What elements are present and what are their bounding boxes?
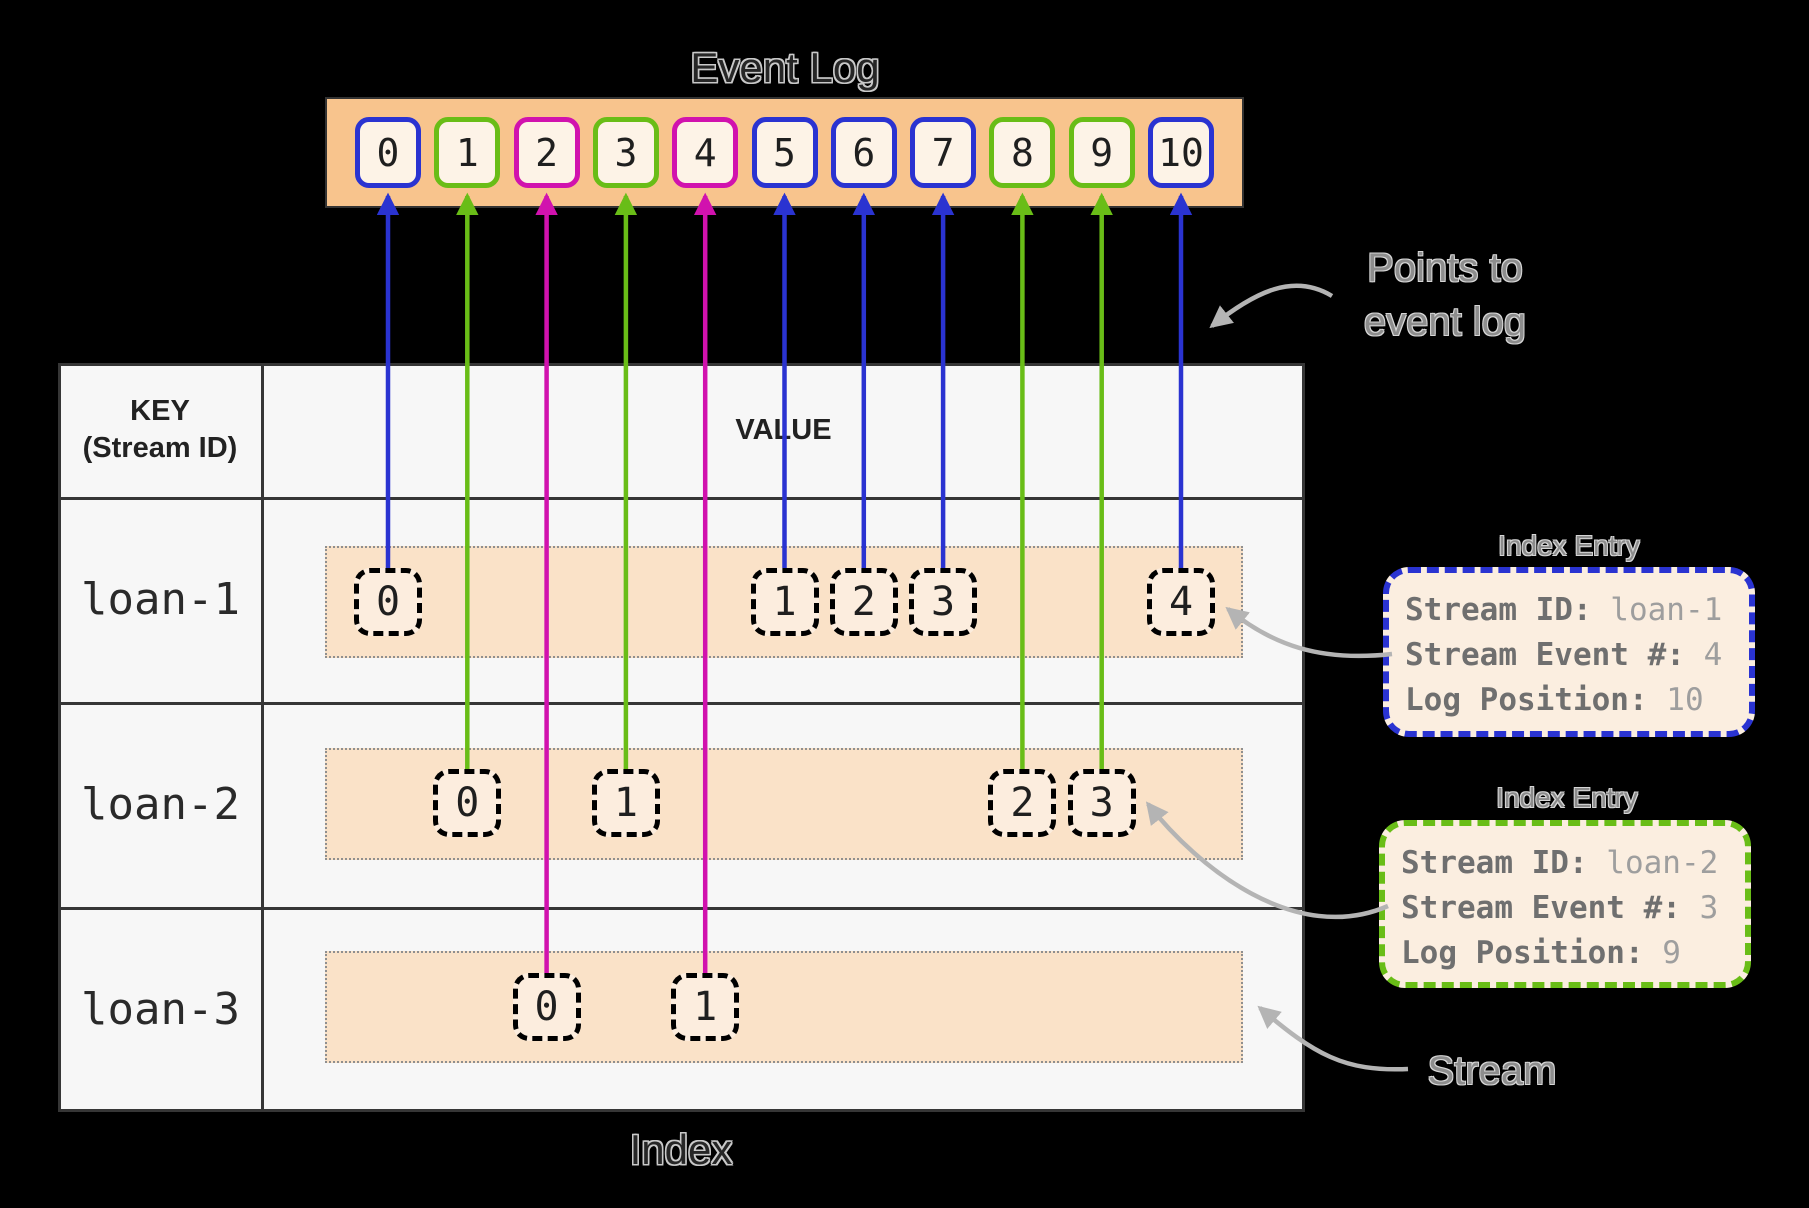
event-log-slot-10: 10 xyxy=(1148,117,1214,188)
index-entry-loan-1-1: 1 xyxy=(750,568,819,636)
event-log-slot-5: 5 xyxy=(751,117,818,188)
row-key-loan-3: loan-3 xyxy=(81,984,240,1035)
callout-field-value: 4 xyxy=(1684,637,1723,673)
event-log-slot-8: 8 xyxy=(989,117,1056,188)
table-row-divider-1 xyxy=(58,497,1305,500)
index-entry-loan-1-3: 3 xyxy=(909,568,978,636)
table-row-divider-2 xyxy=(58,702,1305,705)
stream-strip-loan-3 xyxy=(325,951,1243,1063)
event-log-slot-3: 3 xyxy=(592,117,659,188)
callout-field: Stream ID: loan-1 xyxy=(1405,588,1749,633)
points-to-line2: event log xyxy=(1363,300,1527,344)
index-entry-title-loan-2: Index Entry xyxy=(1496,782,1638,813)
event-log-slot-1: 1 xyxy=(434,117,501,188)
index-entry-loan-3-1: 1 xyxy=(671,973,740,1041)
key-column-header: KEY (Stream ID) xyxy=(58,363,262,497)
event-log-slot-2: 2 xyxy=(513,117,580,188)
row-key-loan-1: loan-1 xyxy=(81,574,240,625)
callout-field: Stream Event #: 4 xyxy=(1405,633,1749,678)
key-header-line1: KEY xyxy=(130,395,190,427)
event-log-slot-4: 4 xyxy=(672,117,739,188)
index-entry-loan-1-4: 4 xyxy=(1147,568,1215,636)
row-key-loan-2: loan-2 xyxy=(81,779,240,830)
index-entry-title-loan-1: Index Entry xyxy=(1498,530,1640,561)
callout-field-label: Stream ID: xyxy=(1401,845,1588,881)
callout-field-label: Stream Event #: xyxy=(1405,637,1685,673)
event-log-slot-9: 9 xyxy=(1068,117,1135,188)
value-column-header: VALUE xyxy=(735,413,832,446)
callout-field: Stream ID: loan-2 xyxy=(1401,841,1745,886)
event-log-slot-0: 0 xyxy=(355,117,421,188)
callout-field: Log Position: 9 xyxy=(1401,931,1745,976)
event-log-title: Event Log xyxy=(690,44,880,91)
callout-field-value: loan-2 xyxy=(1587,845,1719,881)
event-log-slot-6: 6 xyxy=(830,117,897,188)
table-row-divider-3 xyxy=(58,907,1305,910)
callout-field-label: Log Position: xyxy=(1405,682,1648,718)
stream-annotation: Stream xyxy=(1427,1049,1557,1093)
callout-field: Stream Event #: 3 xyxy=(1401,886,1745,931)
key-header-line2: (Stream ID) xyxy=(82,432,238,464)
index-entry-loan-3-0: 0 xyxy=(512,973,581,1041)
index-entry-loan-1-0: 0 xyxy=(354,568,422,636)
callout-field: Log Position: 10 xyxy=(1405,678,1749,723)
callout-field-value: 3 xyxy=(1680,890,1719,926)
event-log-slot-7: 7 xyxy=(910,117,977,188)
index-entry-callout-loan-1: Stream ID: loan-1 Stream Event #: 4 Log Po… xyxy=(1383,567,1755,737)
index-entry-loan-2-2: 2 xyxy=(988,769,1057,837)
callout-field-label: Stream Event #: xyxy=(1401,890,1681,926)
index-entry-loan-2-3: 3 xyxy=(1067,769,1136,837)
index-entry-loan-2-1: 1 xyxy=(591,769,660,837)
callout-field-value: 10 xyxy=(1647,682,1704,718)
table-column-divider xyxy=(261,363,264,1112)
callout-field-label: Log Position: xyxy=(1401,935,1644,971)
points-to-line1: Points to xyxy=(1367,246,1523,290)
index-entry-loan-2-0: 0 xyxy=(433,769,502,837)
callout-field-label: Stream ID: xyxy=(1405,592,1592,628)
callout-field-value: 9 xyxy=(1643,935,1681,971)
callout-field-value: loan-1 xyxy=(1591,592,1723,628)
points-to-annotation: Points to event log xyxy=(1295,241,1595,349)
index-entry-loan-1-2: 2 xyxy=(829,568,898,636)
index-caption: Index xyxy=(629,1126,733,1173)
index-entry-callout-loan-2: Stream ID: loan-2 Stream Event #: 3 Log Po… xyxy=(1379,820,1751,988)
